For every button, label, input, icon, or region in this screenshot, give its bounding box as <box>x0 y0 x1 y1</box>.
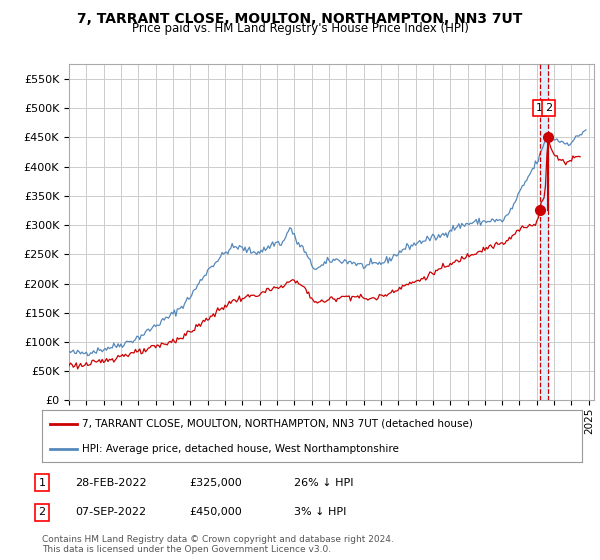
Text: 1: 1 <box>38 478 46 488</box>
Text: 1: 1 <box>536 103 543 113</box>
Text: 28-FEB-2022: 28-FEB-2022 <box>75 478 146 488</box>
Text: 26% ↓ HPI: 26% ↓ HPI <box>294 478 353 488</box>
Bar <box>539 64 548 400</box>
Text: £325,000: £325,000 <box>189 478 242 488</box>
Text: 07-SEP-2022: 07-SEP-2022 <box>75 507 146 517</box>
Text: 7, TARRANT CLOSE, MOULTON, NORTHAMPTON, NN3 7UT: 7, TARRANT CLOSE, MOULTON, NORTHAMPTON, … <box>77 12 523 26</box>
Text: 2: 2 <box>545 103 552 113</box>
Text: Price paid vs. HM Land Registry's House Price Index (HPI): Price paid vs. HM Land Registry's House … <box>131 22 469 35</box>
Text: 7, TARRANT CLOSE, MOULTON, NORTHAMPTON, NN3 7UT (detached house): 7, TARRANT CLOSE, MOULTON, NORTHAMPTON, … <box>83 419 473 429</box>
Text: £450,000: £450,000 <box>189 507 242 517</box>
Text: HPI: Average price, detached house, West Northamptonshire: HPI: Average price, detached house, West… <box>83 444 400 454</box>
Text: 3% ↓ HPI: 3% ↓ HPI <box>294 507 346 517</box>
Text: Contains HM Land Registry data © Crown copyright and database right 2024.
This d: Contains HM Land Registry data © Crown c… <box>42 535 394 554</box>
Text: 2: 2 <box>38 507 46 517</box>
